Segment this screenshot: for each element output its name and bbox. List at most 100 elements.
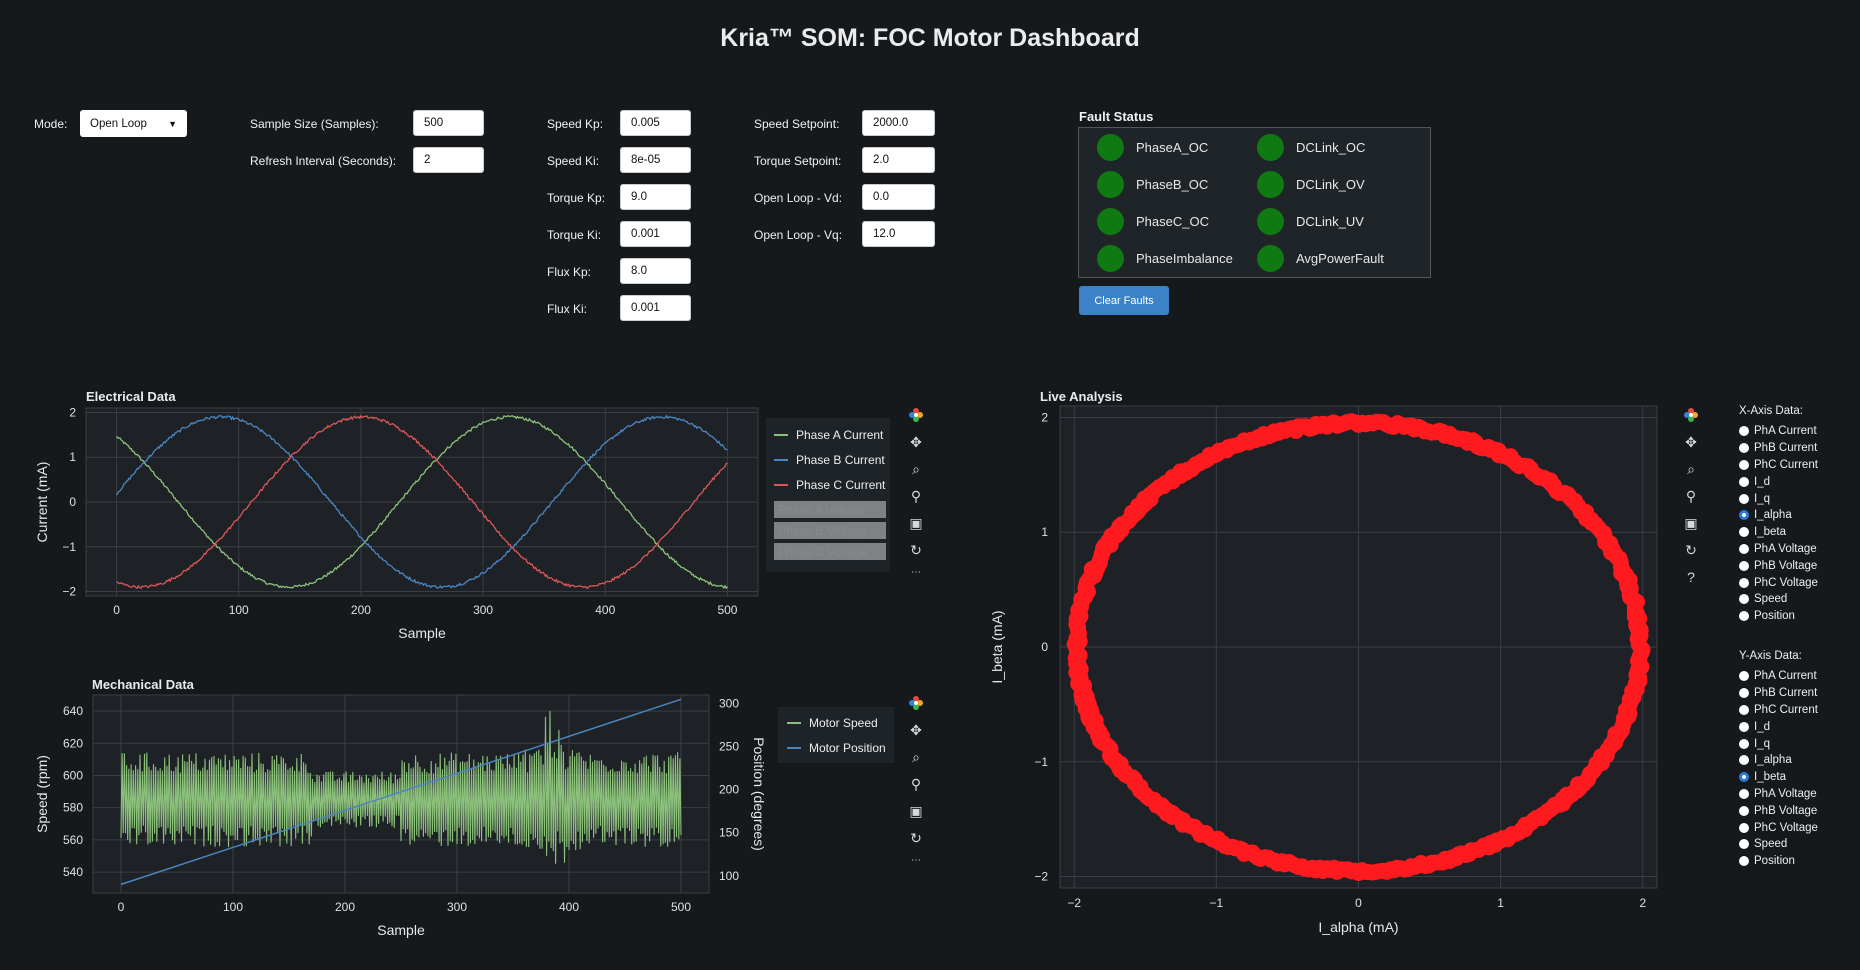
x-axis-option[interactable]: I_beta — [1739, 524, 1818, 541]
status-led-icon — [1257, 171, 1284, 198]
more-icon[interactable]: ⋯ — [911, 566, 921, 578]
bokeh-logo-icon[interactable] — [906, 693, 926, 713]
x-axis-option[interactable]: PhA Voltage — [1739, 541, 1818, 558]
reset-icon[interactable]: ↻ — [910, 541, 922, 558]
y-axis-option[interactable]: Speed — [1739, 836, 1818, 853]
y-axis-option[interactable]: I_q — [1739, 735, 1818, 752]
radio-button[interactable] — [1739, 738, 1749, 749]
reset-icon[interactable]: ↻ — [910, 829, 922, 846]
radio-button[interactable] — [1739, 594, 1749, 605]
bokeh-logo-icon[interactable] — [1681, 405, 1701, 425]
open-loop-vq-input[interactable] — [862, 221, 935, 247]
y-axis-option[interactable]: PhA Voltage — [1739, 786, 1818, 803]
torque-setpoint-input[interactable] — [862, 147, 935, 173]
flux-kp-input[interactable] — [620, 258, 691, 284]
flux-ki-input[interactable] — [620, 295, 691, 321]
legend-item[interactable]: Motor Speed — [778, 710, 894, 735]
y-axis-option[interactable]: PhB Current — [1739, 685, 1818, 702]
x-axis-option[interactable]: I_alpha — [1739, 507, 1818, 524]
y-axis-option[interactable]: PhB Voltage — [1739, 802, 1818, 819]
y-axis-option[interactable]: PhA Current — [1739, 668, 1818, 685]
y-axis-option[interactable]: PhC Current — [1739, 702, 1818, 719]
refresh-interval-input[interactable] — [413, 147, 484, 173]
pan-icon[interactable]: ✥ — [910, 721, 922, 738]
y-axis-option[interactable]: I_alpha — [1739, 752, 1818, 769]
mode-select[interactable]: Open Loop ▼ — [80, 110, 187, 137]
legend-item-muted[interactable]: Phase A Voltage — [774, 501, 886, 518]
wheel-zoom-icon[interactable]: ⚲ — [1685, 487, 1697, 504]
x-axis-option[interactable]: PhA Current — [1739, 423, 1818, 440]
radio-button[interactable] — [1739, 856, 1749, 867]
help-icon[interactable]: ? — [1687, 569, 1695, 585]
radio-button[interactable] — [1739, 671, 1749, 682]
mechanical-chart[interactable]: 0 100 200 300 400 500 540 560 580 600 620 640 100 150… — [0, 688, 770, 948]
radio-button[interactable] — [1739, 772, 1749, 783]
y-axis-option[interactable]: PhC Voltage — [1739, 819, 1818, 836]
radio-button[interactable] — [1739, 721, 1749, 732]
reset-icon[interactable]: ↻ — [1685, 541, 1697, 558]
save-icon[interactable]: ▣ — [1684, 514, 1698, 531]
radio-label: Speed — [1754, 593, 1788, 606]
more-icon[interactable]: ⋯ — [911, 854, 921, 866]
x-tick-label: −2 — [1067, 896, 1081, 910]
y-axis-option[interactable]: I_beta — [1739, 769, 1818, 786]
speed-ki-input[interactable] — [620, 147, 691, 173]
radio-button[interactable] — [1739, 611, 1749, 622]
x-axis-option[interactable]: I_q — [1739, 490, 1818, 507]
radio-button[interactable] — [1739, 755, 1749, 766]
pan-icon[interactable]: ✥ — [910, 433, 922, 450]
legend-item[interactable]: Motor Position — [778, 735, 894, 760]
fault-indicator: DCLink_UV — [1257, 208, 1364, 235]
radio-button[interactable] — [1739, 476, 1749, 487]
box-zoom-icon[interactable]: ⌕ — [912, 748, 920, 765]
x-tick-label: 1 — [1497, 896, 1504, 910]
radio-button[interactable] — [1739, 510, 1749, 521]
radio-button[interactable] — [1739, 839, 1749, 850]
radio-button[interactable] — [1739, 527, 1749, 538]
legend-item[interactable]: Phase A Current — [766, 422, 890, 447]
wheel-zoom-icon[interactable]: ⚲ — [910, 487, 922, 504]
torque-ki-input[interactable] — [620, 221, 691, 247]
live-analysis-chart[interactable]: −2 −1 0 1 2 2 1 0 −1 −2 I_alpha (mA) I_beta (mA) — [980, 398, 1680, 948]
x-tick-label: 2 — [1639, 896, 1646, 910]
speed-kp-input[interactable] — [620, 110, 691, 136]
radio-button[interactable] — [1739, 543, 1749, 554]
radio-button[interactable] — [1739, 577, 1749, 588]
radio-button[interactable] — [1739, 805, 1749, 816]
y-axis-option[interactable]: I_d — [1739, 718, 1818, 735]
radio-button[interactable] — [1739, 443, 1749, 454]
legend-item[interactable]: Phase C Current — [766, 472, 890, 497]
x-axis-option[interactable]: PhB Voltage — [1739, 557, 1818, 574]
x-axis-option[interactable]: Speed — [1739, 591, 1818, 608]
sample-size-input[interactable] — [413, 110, 484, 136]
wheel-zoom-icon[interactable]: ⚲ — [910, 775, 922, 792]
x-axis-option[interactable]: Position — [1739, 608, 1818, 625]
pan-icon[interactable]: ✥ — [1685, 433, 1697, 450]
save-icon[interactable]: ▣ — [909, 802, 923, 819]
radio-button[interactable] — [1739, 560, 1749, 571]
box-zoom-icon[interactable]: ⌕ — [1687, 460, 1695, 477]
save-icon[interactable]: ▣ — [909, 514, 923, 531]
box-zoom-icon[interactable]: ⌕ — [912, 460, 920, 477]
x-axis-option[interactable]: PhC Current — [1739, 457, 1818, 474]
bokeh-logo-icon[interactable] — [906, 405, 926, 425]
radio-button[interactable] — [1739, 788, 1749, 799]
legend-item-muted[interactable]: Phase C Voltage — [774, 543, 886, 560]
radio-button[interactable] — [1739, 704, 1749, 715]
legend-item-muted[interactable]: Phase B Voltage — [774, 522, 886, 539]
clear-faults-button[interactable]: Clear Faults — [1079, 286, 1169, 315]
radio-button[interactable] — [1739, 459, 1749, 470]
radio-button[interactable] — [1739, 426, 1749, 437]
x-axis-option[interactable]: PhB Current — [1739, 440, 1818, 457]
y-axis-option[interactable]: Position — [1739, 853, 1818, 870]
x-axis-option[interactable]: I_d — [1739, 473, 1818, 490]
electrical-chart[interactable]: 0 100 200 300 400 500 2 1 0 −1 −2 Sample Current (mA… — [0, 400, 770, 660]
legend-item[interactable]: Phase B Current — [766, 447, 890, 472]
radio-button[interactable] — [1739, 822, 1749, 833]
torque-kp-input[interactable] — [620, 184, 691, 210]
radio-button[interactable] — [1739, 688, 1749, 699]
x-axis-option[interactable]: PhC Voltage — [1739, 574, 1818, 591]
speed-setpoint-input[interactable] — [862, 110, 935, 136]
open-loop-vd-input[interactable] — [862, 184, 935, 210]
radio-button[interactable] — [1739, 493, 1749, 504]
